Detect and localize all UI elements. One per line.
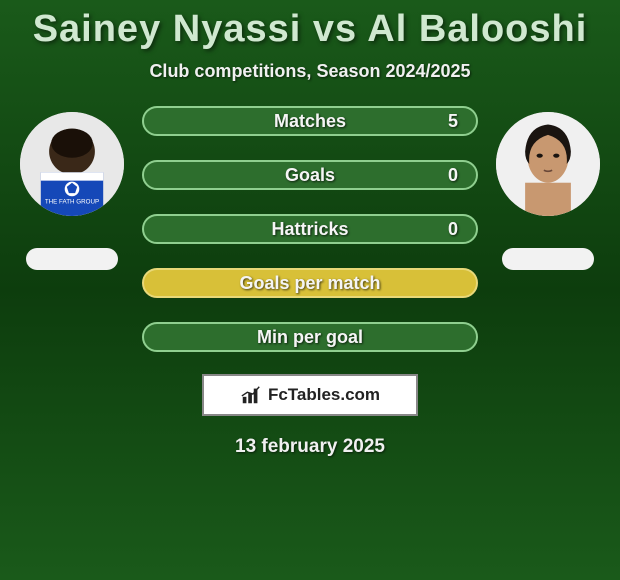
chart-icon xyxy=(240,384,262,406)
player-right-column xyxy=(496,112,600,270)
stat-label: Hattricks xyxy=(271,219,348,240)
page-subtitle: Club competitions, Season 2024/2025 xyxy=(0,61,620,82)
stat-label: Matches xyxy=(274,111,346,132)
stat-value: 0 xyxy=(448,165,458,186)
player-right-club-pill xyxy=(502,248,594,270)
stat-value: 0 xyxy=(448,219,458,240)
stat-label: Min per goal xyxy=(257,327,363,348)
stat-bar-goals-per-match: Goals per match xyxy=(142,268,478,298)
page-title: Sainey Nyassi vs Al Balooshi xyxy=(0,0,620,51)
fctables-logo-box[interactable]: FcTables.com xyxy=(202,374,418,416)
stat-bar-goals: Goals 0 xyxy=(142,160,478,190)
stat-label: Goals xyxy=(285,165,335,186)
comparison-row: THE FATH GROUP Matches 5 Goals 0 Hattric… xyxy=(0,112,620,352)
player-left-column: THE FATH GROUP xyxy=(20,112,124,270)
date-text: 13 february 2025 xyxy=(0,436,620,458)
stat-bar-min-per-goal: Min per goal xyxy=(142,322,478,352)
stat-bar-hattricks: Hattricks 0 xyxy=(142,214,478,244)
player-left-club-pill xyxy=(26,248,118,270)
stat-value: 5 xyxy=(448,111,458,132)
stats-column: Matches 5 Goals 0 Hattricks 0 Goals per … xyxy=(142,106,478,352)
stat-bar-matches: Matches 5 xyxy=(142,106,478,136)
stat-label: Goals per match xyxy=(239,273,380,294)
player-right-avatar xyxy=(496,112,600,216)
player-left-avatar: THE FATH GROUP xyxy=(20,112,124,216)
svg-text:THE FATH GROUP: THE FATH GROUP xyxy=(45,199,99,206)
logo-text: FcTables.com xyxy=(268,385,380,405)
